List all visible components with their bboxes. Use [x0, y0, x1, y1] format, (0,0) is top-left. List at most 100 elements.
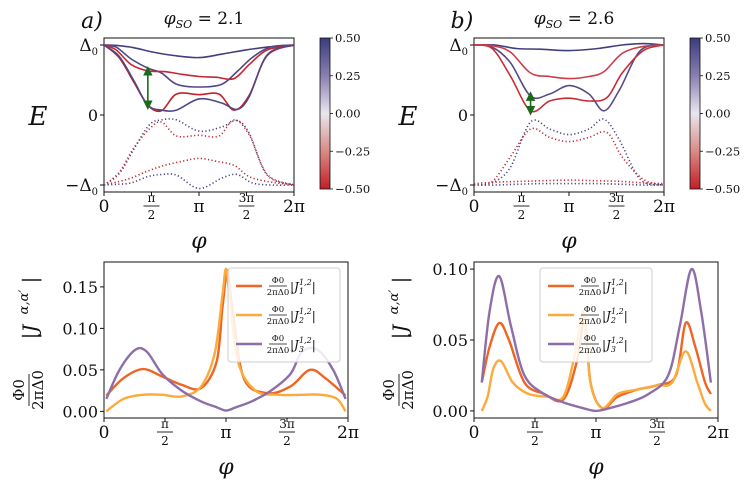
ytick-label: 0.00 [432, 402, 468, 421]
xtick-label-den: 2 [161, 434, 169, 448]
legend-close: | [312, 309, 316, 323]
xtick-label: 2π [707, 423, 729, 443]
ytick-label: −Δ0 [435, 176, 468, 198]
xtick-label-num: 3π [609, 191, 625, 205]
colorbar-label: −0.50 [705, 182, 740, 196]
title-sub: SO [176, 18, 193, 31]
legend-sup: 1,2 [299, 278, 312, 287]
legend-frac-den: 2πΔ0 [579, 346, 602, 356]
ytick-label: 0.10 [62, 319, 98, 338]
ytick-label: 0.00 [62, 402, 98, 421]
ylabel-close: | [388, 277, 413, 284]
band-band4 [474, 44, 664, 80]
xtick-label: π [193, 197, 204, 217]
band-band1 [474, 42, 664, 52]
dotted-band-d3 [104, 157, 294, 186]
legend-frac-den: 2πΔ0 [579, 288, 602, 298]
colorbar-label: 0.25 [335, 69, 361, 83]
xtick-label: 0 [99, 197, 110, 217]
ylabel-den: 2πΔ0 [399, 370, 417, 410]
ytick-sub: 0 [92, 187, 98, 198]
xtick-label-num: 3π [279, 417, 295, 431]
title-phi: φ [534, 9, 546, 29]
title-sub: SO [546, 18, 563, 31]
legend-label-J3: |J31,2| [290, 336, 316, 354]
legend-label-J2: |J21,2| [290, 307, 316, 325]
xtick-label-den: 2 [243, 208, 251, 222]
colorbar-label: 0.00 [705, 107, 731, 121]
panel-label: b) [451, 9, 474, 34]
colorbar-label: −0.25 [335, 144, 370, 158]
panel-title: φSO = 2.6 [534, 9, 615, 31]
xtick-label-den: 2 [518, 208, 526, 222]
legend-frac-num: Φ0 [272, 334, 284, 344]
xtick-label: π [563, 197, 574, 217]
ylabel-den: 2πΔ0 [29, 370, 47, 410]
legend-frac-den: 2πΔ0 [267, 288, 290, 298]
legend-sup: 1,2 [611, 336, 624, 345]
ytick-label: 0.05 [62, 361, 98, 380]
dotted-band-d1 [104, 118, 294, 186]
xtick-label-num: π [148, 191, 156, 205]
plot-area-b [474, 42, 664, 186]
legend-close: | [312, 280, 316, 294]
ylabel-rest: |J [18, 324, 43, 340]
ytick-label: Δ0 [449, 36, 468, 58]
colorbar-label: −0.25 [705, 144, 740, 158]
ytick-sub: 0 [462, 47, 468, 58]
legend-frac-den: 2πΔ0 [267, 346, 290, 356]
colorbar-label: 0.00 [335, 107, 361, 121]
dotted-band-d2 [104, 119, 294, 186]
legend-frac-num: Φ0 [584, 276, 596, 286]
legend-sup: 1,2 [611, 278, 624, 287]
ytick-label: 0.10 [432, 260, 468, 279]
xtick-label: 0 [469, 197, 480, 217]
xtick-label-num: π [161, 417, 169, 431]
ytick-label: Δ0 [79, 36, 98, 58]
title-phi: φ [164, 9, 176, 29]
dotted-band-d4 [474, 182, 664, 186]
legend-frac-num: Φ0 [272, 305, 284, 315]
dotted-band-d3 [474, 179, 664, 185]
xtick-label-num: π [531, 417, 539, 431]
band-band3 [104, 44, 294, 81]
y-axis-label: Φ0 2πΔ0 |J α,α′ | [380, 277, 417, 410]
xtick-label: 0 [99, 423, 110, 443]
legend-label-J1: |J11,2| [602, 278, 628, 296]
y-axis-label: E [28, 102, 48, 132]
ytick-label: 0 [458, 106, 468, 125]
legend-label-J2: |J21,2| [602, 307, 628, 325]
xtick-label: 2π [283, 197, 305, 217]
ytick-label: 0.15 [62, 278, 98, 297]
xtick-label: 2π [653, 197, 675, 217]
colorbar-label: −0.50 [335, 182, 370, 196]
x-axis-label: φ [191, 229, 207, 254]
ytick-label: 0 [88, 106, 98, 125]
series-J2 [105, 267, 347, 413]
band-band5 [104, 44, 294, 112]
legend-sup: 1,2 [299, 307, 312, 316]
ylabel-sup: α,α′ [387, 290, 402, 315]
ytick-label: −Δ0 [65, 176, 98, 198]
colorbar [689, 37, 701, 190]
xtick-label-num: π [518, 191, 526, 205]
xtick-label-den: 2 [531, 434, 539, 448]
colorbar-label: 0.50 [705, 31, 731, 45]
series-J3 [480, 267, 713, 413]
panel-label: a) [81, 9, 103, 34]
legend-close: | [624, 309, 628, 323]
x-axis-label: φ [218, 455, 234, 480]
legend-close: | [624, 338, 628, 352]
dotted-band-d4 [104, 173, 294, 190]
legend-label-J3: |J31,2| [602, 336, 628, 354]
legend-sub: 1 [299, 287, 304, 296]
xtick-label: 2π [337, 423, 359, 443]
ylabel-sup: α,α′ [17, 290, 32, 315]
ylabel-close: | [18, 277, 43, 284]
axes-frame-a [103, 37, 295, 193]
